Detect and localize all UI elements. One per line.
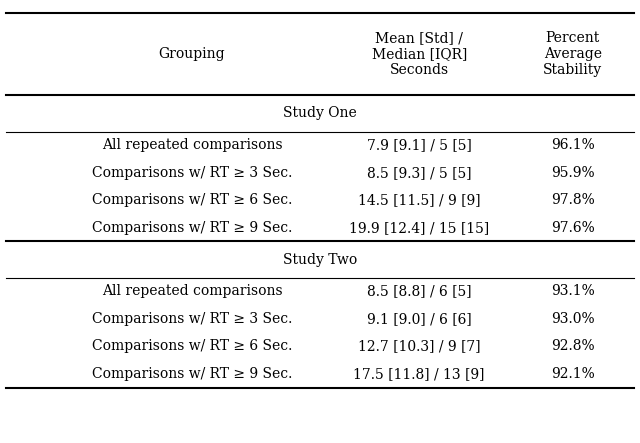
Text: Comparisons w/ RT ≥ 6 Sec.: Comparisons w/ RT ≥ 6 Sec. (92, 339, 292, 354)
Text: 12.7 [10.3] / 9 [7]: 12.7 [10.3] / 9 [7] (358, 339, 481, 354)
Text: 8.5 [9.3] / 5 [5]: 8.5 [9.3] / 5 [5] (367, 166, 472, 180)
Text: 8.5 [8.8] / 6 [5]: 8.5 [8.8] / 6 [5] (367, 284, 472, 299)
Text: 92.1%: 92.1% (551, 367, 595, 381)
Text: Comparisons w/ RT ≥ 3 Sec.: Comparisons w/ RT ≥ 3 Sec. (92, 312, 292, 326)
Text: 97.6%: 97.6% (551, 221, 595, 235)
Text: Grouping: Grouping (159, 47, 225, 61)
Text: 9.1 [9.0] / 6 [6]: 9.1 [9.0] / 6 [6] (367, 312, 472, 326)
Text: All repeated comparisons: All repeated comparisons (102, 138, 282, 152)
Text: 92.8%: 92.8% (551, 339, 595, 354)
Text: Study Two: Study Two (283, 253, 357, 267)
Text: Percent
Average
Stability: Percent Average Stability (543, 31, 602, 78)
Text: All repeated comparisons: All repeated comparisons (102, 284, 282, 299)
Text: Comparisons w/ RT ≥ 9 Sec.: Comparisons w/ RT ≥ 9 Sec. (92, 221, 292, 235)
Text: 17.5 [11.8] / 13 [9]: 17.5 [11.8] / 13 [9] (353, 367, 485, 381)
Text: Mean [Std] /
Median [IQR]
Seconds: Mean [Std] / Median [IQR] Seconds (371, 31, 467, 78)
Text: Comparisons w/ RT ≥ 3 Sec.: Comparisons w/ RT ≥ 3 Sec. (92, 166, 292, 180)
Text: 95.9%: 95.9% (551, 166, 595, 180)
Text: 14.5 [11.5] / 9 [9]: 14.5 [11.5] / 9 [9] (358, 193, 481, 207)
Text: 96.1%: 96.1% (551, 138, 595, 152)
Text: 19.9 [12.4] / 15 [15]: 19.9 [12.4] / 15 [15] (349, 221, 490, 235)
Text: Comparisons w/ RT ≥ 9 Sec.: Comparisons w/ RT ≥ 9 Sec. (92, 367, 292, 381)
Text: 7.9 [9.1] / 5 [5]: 7.9 [9.1] / 5 [5] (367, 138, 472, 152)
Text: 93.0%: 93.0% (551, 312, 595, 326)
Text: 97.8%: 97.8% (551, 193, 595, 207)
Text: Study One: Study One (283, 106, 357, 120)
Text: Comparisons w/ RT ≥ 6 Sec.: Comparisons w/ RT ≥ 6 Sec. (92, 193, 292, 207)
Text: 93.1%: 93.1% (551, 284, 595, 299)
